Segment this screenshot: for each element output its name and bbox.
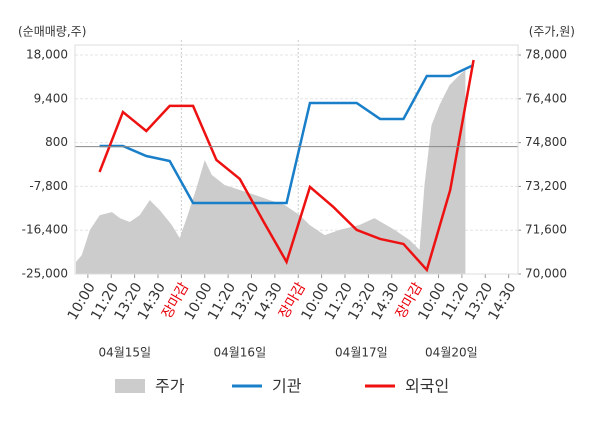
y2-tick-label: 76,400 (525, 91, 567, 105)
y-tick-label: -7,800 (29, 179, 68, 193)
y-tick-label: -16,400 (22, 223, 68, 237)
legend-swatch (115, 379, 145, 393)
x-group-label: 04월17일 (335, 346, 388, 360)
legend-label: 주가 (155, 377, 185, 396)
price-area (75, 70, 466, 275)
x-group-label: 04월16일 (213, 346, 266, 360)
y2-tick-label: 70,000 (525, 267, 567, 281)
series-line (99, 63, 475, 205)
x-group-label: 04월15일 (98, 346, 151, 360)
plot-frame (74, 44, 519, 275)
x-group-label: 04월20일 (425, 346, 478, 360)
y-tick-label: 9,400 (34, 91, 68, 105)
y-axis-title: (순매매량,주) (18, 25, 86, 39)
series-line (98, 59, 475, 273)
y-tick-label: 800 (45, 135, 68, 149)
y2-axis-title: (주가,원) (529, 25, 575, 39)
y2-tick-label: 71,600 (525, 223, 567, 237)
y2-tick-label: 74,800 (525, 135, 567, 149)
y2-tick-label: 73,200 (525, 179, 567, 193)
legend-label: 외국인 (405, 377, 449, 396)
y-tick-label: -25,000 (22, 267, 68, 281)
y-tick-label: 18,000 (26, 48, 68, 62)
legend-label: 기관 (272, 377, 302, 396)
y2-tick-label: 78,000 (525, 48, 567, 62)
